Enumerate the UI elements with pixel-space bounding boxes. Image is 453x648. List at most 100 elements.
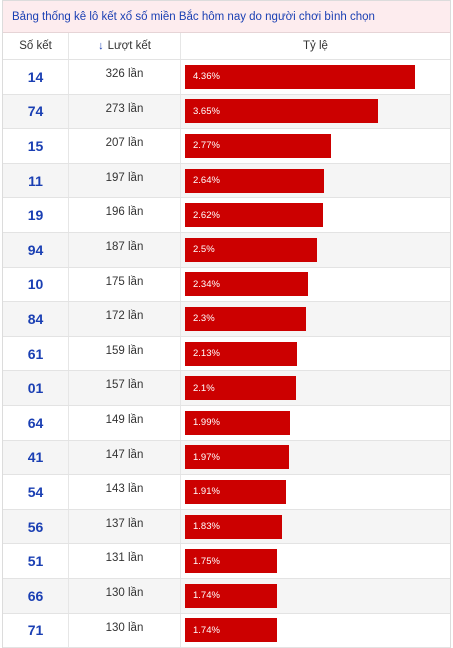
rate-cell: 2.3% <box>181 302 450 336</box>
table-row: 41 147 lần 1.97% <box>3 440 450 476</box>
table-header: Số kết ↓ Lượt kết Tỷ lệ <box>3 33 450 60</box>
table-row: 11 197 lần 2.64% <box>3 163 450 199</box>
vote-count: 187 lần <box>69 232 181 267</box>
rate-bar: 2.3% <box>185 306 306 331</box>
table-row: 51 131 lần 1.75% <box>3 544 450 579</box>
rate-cell: 2.77% <box>181 129 450 163</box>
rate-bar: 2.1% <box>185 376 296 401</box>
vote-count: 130 lần <box>69 613 181 648</box>
rate-cell: 2.13% <box>181 337 450 371</box>
lot-number: 15 <box>3 129 69 163</box>
rate-cell: 2.5% <box>181 233 450 267</box>
table-row: 54 143 lần 1.91% <box>3 475 450 510</box>
vote-count: 137 lần <box>69 509 181 544</box>
rate-bar: 2.77% <box>185 133 331 158</box>
rate-label: 1.97% <box>193 451 220 463</box>
rate-bar: 1.83% <box>185 514 282 539</box>
vote-count: 172 lần <box>69 302 181 336</box>
rate-cell: 1.99% <box>181 406 450 440</box>
rate-bar: 1.74% <box>185 583 277 608</box>
rate-cell: 2.1% <box>181 371 450 405</box>
lot-number: 66 <box>3 578 69 613</box>
rate-label: 4.36% <box>193 71 220 83</box>
rate-label: 2.64% <box>193 175 220 187</box>
header-ty-le-label: Tỷ lệ <box>303 40 328 52</box>
rate-bar: 2.5% <box>185 237 317 262</box>
rate-label: 2.77% <box>193 140 220 152</box>
rate-cell: 1.74% <box>181 579 450 613</box>
lot-number: 71 <box>3 613 69 648</box>
header-luot-ket[interactable]: ↓ Lượt kết <box>69 33 181 59</box>
rate-cell: 1.74% <box>181 614 450 648</box>
rate-cell: 3.65% <box>181 95 450 129</box>
table-title: Bảng thống kê lô kết xổ số miền Bắc hôm … <box>12 10 375 23</box>
lot-number: 01 <box>3 371 69 405</box>
rate-bar: 1.97% <box>185 445 289 470</box>
table-row: 14 326 lần 4.36% <box>3 60 450 95</box>
table-row: 94 187 lần 2.5% <box>3 232 450 268</box>
rate-cell: 1.97% <box>181 441 450 475</box>
lot-number: 84 <box>3 302 69 336</box>
vote-count: 175 lần <box>69 267 181 302</box>
rate-bar: 1.99% <box>185 410 290 435</box>
rate-bar: 2.34% <box>185 272 308 297</box>
header-ty-le[interactable]: Tỷ lệ <box>181 33 450 59</box>
table-row: 19 196 lần 2.62% <box>3 198 450 233</box>
rate-cell: 2.64% <box>181 164 450 198</box>
rate-label: 1.83% <box>193 521 220 533</box>
rate-label: 2.5% <box>193 244 215 256</box>
rate-bar: 1.91% <box>185 479 286 504</box>
rate-cell: 1.75% <box>181 544 450 578</box>
header-luot-ket-label: Lượt kết <box>107 40 151 52</box>
table-body: 14 326 lần 4.36% 74 273 lần 3.65% 15 207 lần 2.7… <box>3 60 450 648</box>
rate-bar: 2.13% <box>185 341 297 366</box>
vote-count: 147 lần <box>69 440 181 475</box>
lot-number: 19 <box>3 198 69 232</box>
rate-label: 1.74% <box>193 590 220 602</box>
header-so-ket-label: Số kết <box>19 40 52 52</box>
rate-bar: 2.64% <box>185 168 324 193</box>
rate-bar: 2.62% <box>185 203 323 228</box>
vote-count: 207 lần <box>69 129 181 163</box>
lot-number: 61 <box>3 336 69 371</box>
lot-number: 56 <box>3 509 69 544</box>
vote-count: 130 lần <box>69 578 181 613</box>
table-row: 64 149 lần 1.99% <box>3 405 450 441</box>
vote-count: 157 lần <box>69 371 181 405</box>
rate-label: 1.99% <box>193 417 220 429</box>
vote-count: 197 lần <box>69 163 181 198</box>
rate-cell: 2.34% <box>181 268 450 302</box>
rate-cell: 2.62% <box>181 198 450 232</box>
vote-count: 143 lần <box>69 475 181 509</box>
rate-cell: 1.83% <box>181 510 450 544</box>
rate-bar: 4.36% <box>185 64 415 89</box>
rate-cell: 4.36% <box>181 60 450 94</box>
lot-number: 54 <box>3 475 69 509</box>
table-row: 74 273 lần 3.65% <box>3 94 450 130</box>
header-so-ket[interactable]: Số kết <box>3 33 69 59</box>
rate-cell: 1.91% <box>181 475 450 509</box>
rate-label: 1.91% <box>193 486 220 498</box>
rate-bar: 1.74% <box>185 618 277 643</box>
lot-number: 51 <box>3 544 69 578</box>
table-row: 15 207 lần 2.77% <box>3 129 450 164</box>
lot-number: 41 <box>3 440 69 475</box>
rate-label: 2.1% <box>193 382 215 394</box>
rate-label: 1.74% <box>193 624 220 636</box>
vote-count: 326 lần <box>69 60 181 94</box>
vote-count: 131 lần <box>69 544 181 578</box>
table-row: 71 130 lần 1.74% <box>3 613 450 648</box>
rate-label: 2.62% <box>193 209 220 221</box>
rate-label: 2.13% <box>193 348 220 360</box>
rate-label: 2.3% <box>193 313 215 325</box>
vote-count: 196 lần <box>69 198 181 232</box>
rate-bar: 1.75% <box>185 549 277 574</box>
lot-number: 11 <box>3 163 69 198</box>
lot-number: 64 <box>3 405 69 440</box>
lot-number: 94 <box>3 232 69 267</box>
rate-bar: 3.65% <box>185 99 378 124</box>
table-row: 84 172 lần 2.3% <box>3 302 450 337</box>
vote-count: 149 lần <box>69 405 181 440</box>
table-row: 61 159 lần 2.13% <box>3 336 450 372</box>
